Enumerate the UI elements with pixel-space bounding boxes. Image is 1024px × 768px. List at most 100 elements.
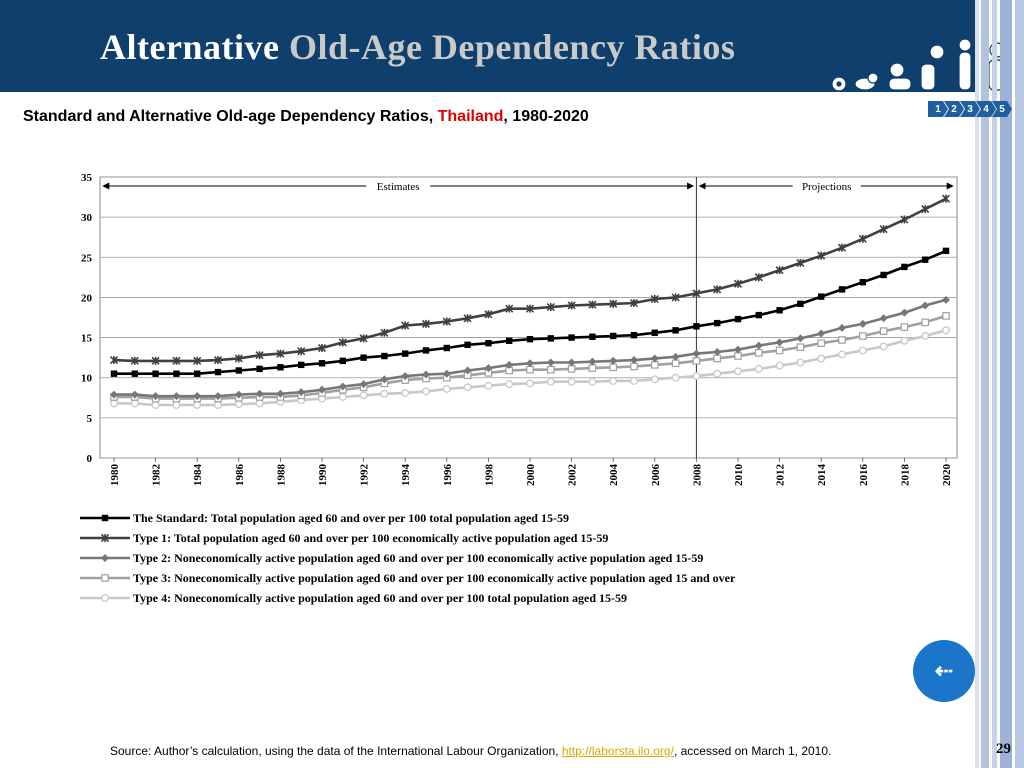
data-point [401, 372, 410, 381]
data-point [754, 349, 763, 357]
data-point [610, 332, 617, 340]
data-point [464, 341, 471, 348]
data-point [421, 319, 431, 328]
data-point [151, 392, 160, 401]
x-tick-label: 2000 [525, 464, 537, 487]
series-type-1 [109, 194, 951, 365]
data-point [693, 323, 700, 330]
data-point [672, 327, 679, 334]
data-point [775, 346, 784, 355]
pager-item-1[interactable]: 1 [928, 101, 948, 117]
source-link[interactable]: http://laborsta.ilo.org/ [561, 744, 674, 758]
data-point [609, 356, 618, 365]
legend-label: Type 4: Noneconomically active populatio… [133, 591, 628, 605]
data-point [380, 389, 389, 398]
data-point [588, 377, 597, 386]
legend-marker [100, 533, 110, 543]
pager-item-5[interactable]: 5 [992, 101, 1012, 117]
x-tick-label: 1988 [275, 464, 287, 487]
data-point [775, 266, 784, 275]
x-tick-label: 2012 [775, 464, 787, 487]
legend-label: Type 3: Noneconomically active populatio… [133, 571, 736, 585]
legend-label: The Standard: Total population aged 60 a… [133, 511, 569, 525]
slide-title-rest: Old-Age Dependency Ratios [288, 27, 736, 67]
data-point [235, 367, 242, 374]
data-point [297, 388, 306, 397]
data-point [234, 390, 243, 399]
data-point [796, 334, 805, 343]
data-point [110, 399, 118, 408]
data-point [797, 300, 804, 308]
legend-label: Type 2: Noneconomically active populatio… [133, 551, 704, 565]
data-point [234, 400, 243, 409]
page-number: 29 [996, 741, 1011, 757]
data-point [152, 370, 159, 377]
data-point [817, 354, 826, 363]
data-point [567, 358, 576, 367]
data-point [630, 362, 638, 371]
data-point [338, 338, 347, 347]
y-tick-label: 0 [87, 453, 93, 465]
data-point [505, 360, 514, 369]
data-point [172, 401, 181, 409]
data-point [859, 278, 866, 286]
data-point [380, 375, 389, 384]
data-point [193, 356, 202, 365]
title-banner: Alternative Old-Age Dependency Ratios [0, 0, 975, 92]
data-point [173, 370, 180, 377]
data-point [401, 321, 410, 330]
data-point [505, 304, 514, 313]
data-point [484, 381, 493, 390]
data-point [484, 310, 493, 319]
dependency-ratio-chart: 0 5 10 15 20 25 30 35 1980 1982 1984 1986 1988 1990 19… [81, 172, 958, 487]
data-point [942, 326, 950, 335]
data-point [422, 347, 430, 354]
data-point [609, 376, 618, 385]
data-point [630, 331, 638, 339]
y-tick-label: 35 [81, 172, 93, 184]
data-point [255, 351, 264, 360]
data-point [567, 377, 576, 386]
data-point [568, 334, 575, 341]
data-point [298, 361, 305, 369]
x-tick-label: 2002 [567, 464, 579, 487]
source-prefix: Source: Author’s calculation, using the … [110, 744, 559, 758]
data-point [506, 337, 513, 344]
data-point [130, 390, 139, 399]
x-tick-label: 2020 [941, 464, 953, 487]
data-point [671, 293, 680, 302]
legend-label: Type 1: Total population aged 60 and ove… [133, 531, 609, 545]
pager-item-4[interactable]: 4 [976, 101, 996, 117]
data-point [359, 334, 368, 343]
back-button[interactable]: ⇠ [913, 640, 975, 702]
data-point [588, 300, 597, 309]
pager-item-3[interactable]: 3 [960, 101, 980, 117]
subtitle-prefix: Standard and Alternative Old-age Depende… [23, 108, 434, 125]
data-point [879, 314, 888, 323]
decorative-stripes [975, 0, 1024, 768]
data-point [567, 365, 576, 373]
data-point [858, 319, 867, 328]
data-point [131, 370, 138, 377]
aging-figures-icon [831, 38, 1015, 92]
data-point [630, 376, 638, 385]
data-point [692, 357, 701, 365]
data-point [547, 335, 554, 342]
data-point [754, 273, 763, 282]
data-point [547, 365, 555, 374]
source-suffix: , accessed on March 1, 2010. [673, 744, 832, 758]
x-tick-label: 1982 [151, 464, 163, 487]
projections-label-bg [792, 179, 861, 193]
data-point [858, 234, 867, 243]
pager-item-2[interactable]: 2 [944, 101, 964, 117]
data-point [775, 361, 784, 370]
data-point [734, 345, 742, 354]
plot-area [99, 176, 958, 459]
data-point [629, 298, 639, 308]
data-point [754, 364, 763, 373]
data-point [193, 392, 202, 401]
data-point [213, 355, 223, 365]
data-point [277, 364, 284, 371]
data-point [525, 304, 535, 313]
data-point [130, 356, 139, 365]
